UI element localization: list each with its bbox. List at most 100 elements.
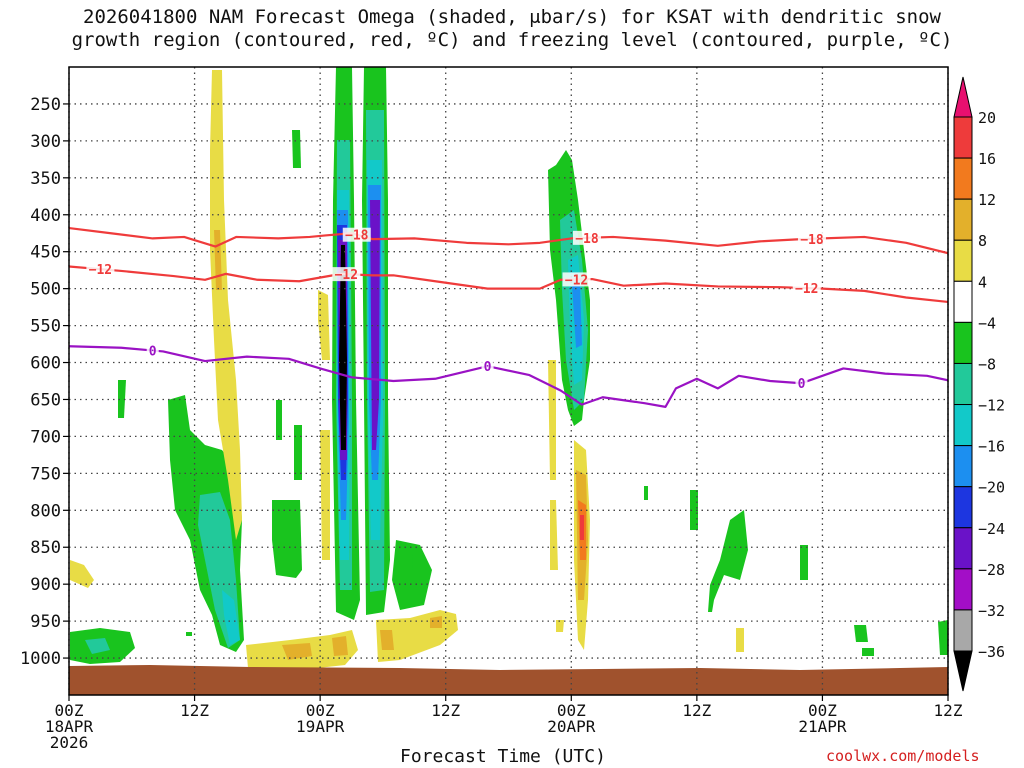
omega-region [282,643,312,660]
y-tick-label: 250 [30,95,61,115]
chart-title: 2026041800 NAM Forecast Omega (shaded, μ… [0,6,1024,52]
x-tick-label: 12Z [934,701,963,720]
colorbar-label: 16 [978,150,996,168]
omega-region [572,285,582,348]
omega-region [708,510,748,612]
colorbar-label: 8 [978,232,987,250]
colorbar-label: 12 [978,191,996,209]
y-tick-label: 400 [30,206,61,226]
colorbar-swatch [953,116,973,159]
colorbar-swatch [953,280,973,323]
omega-region [186,632,192,636]
y-tick-label: 300 [30,132,61,152]
omega-region [380,630,394,650]
colorbar-label: −36 [978,643,1005,661]
y-tick-label: 750 [30,464,61,484]
grid [68,67,949,695]
x-tick-label: 18APR [45,717,94,736]
x-tick-label: 00Z [808,701,837,720]
omega-region [550,500,558,570]
colorbar-label: −28 [978,561,1005,579]
colorbar-label: 20 [978,109,996,127]
x-tick-label: 19APR [296,717,345,736]
contour-dgz_minus18 [69,226,948,255]
contour-label-bg [795,376,808,391]
omega-region [294,425,302,480]
colorbar-swatch [953,609,973,652]
y-tick-label: 650 [30,390,61,410]
omega-region [736,628,744,652]
contour-label-bg [146,343,159,358]
y-tick-label: 500 [30,280,61,300]
chart-title-line1: 2026041800 NAM Forecast Omega (shaded, μ… [83,6,941,28]
contour-label: −12 [565,273,588,288]
omega-region [85,638,110,654]
omega-region [644,486,648,500]
omega-region [222,590,240,645]
contour-label-bg [562,272,591,287]
omega-region [412,554,421,570]
x-tick-label: 21APR [798,717,847,736]
x-tick-label: 12Z [682,701,711,720]
contour-label: −12 [795,282,818,297]
contour-label: 0 [484,360,492,375]
y-tick-label: 1000 [20,649,61,669]
colorbar-swatch [953,239,973,282]
y-tick-label: 700 [30,427,61,447]
omega-region [339,245,347,450]
omega-region [370,200,380,450]
x-tick-label: 12Z [180,701,209,720]
colorbar: 20 16 12 8 4 −4 −8 −12 −16 −20 −24 −28 −32 −36 [953,76,1005,692]
contour-label-bg [797,231,826,246]
contour-label: 0 [798,377,806,392]
omega-shading [69,67,948,695]
colorbar-swatch [953,404,973,447]
y-tick-label: 450 [30,243,61,263]
source-credit: coolwx.com/models [826,747,980,765]
contour-label-bg [792,281,821,296]
contour-freezing_0 [69,345,948,408]
omega-region [320,430,330,560]
plot-frame [68,66,949,696]
contours [69,226,948,408]
omega-region [556,620,564,632]
y-tick-label: 850 [30,538,61,558]
terrain-ground [69,665,948,695]
omega-region [938,620,948,655]
colorbar-max-arrow [953,76,973,118]
omega-region [800,545,808,580]
colorbar-label: −32 [978,602,1005,620]
y-axis: 250 300 350 400 450 500 550 600 650 700 750 800 850 9… [20,95,69,669]
contour-labels: −18 −18 −18 −12 −12 −12 −12 0 0 0 [86,227,826,392]
x-tick-label: 2026 [50,733,89,752]
omega-region [332,636,348,656]
omega-region [318,290,330,360]
colorbar-swatch [953,362,973,406]
colorbar-label: −8 [978,355,996,373]
omega-region [118,380,126,418]
omega-region [862,648,874,656]
chart-title-line2: growth region (contoured, red, ºC) and f… [71,29,953,51]
contour-label: −12 [89,263,112,278]
omega-region [292,130,301,168]
y-tick-label: 950 [30,612,61,632]
y-tick-label: 800 [30,501,61,521]
colorbar-min-arrow [953,650,973,692]
omega-region [392,540,432,610]
x-axis-title: Forecast Time (UTC) [400,746,606,767]
x-tick-label: 12Z [431,701,460,720]
y-tick-label: 600 [30,354,61,374]
x-tick-label: 00Z [557,701,586,720]
x-tick-label: 20APR [547,717,596,736]
contour-label: 0 [149,345,157,360]
colorbar-swatch [953,157,973,200]
omega-region [580,515,584,540]
contour-label-bg [342,227,371,242]
colorbar-swatch [953,568,973,611]
contour-label-bg [332,267,361,282]
omega-region [690,490,698,530]
y-tick-label: 900 [30,575,61,595]
contour-label: −12 [335,268,358,283]
